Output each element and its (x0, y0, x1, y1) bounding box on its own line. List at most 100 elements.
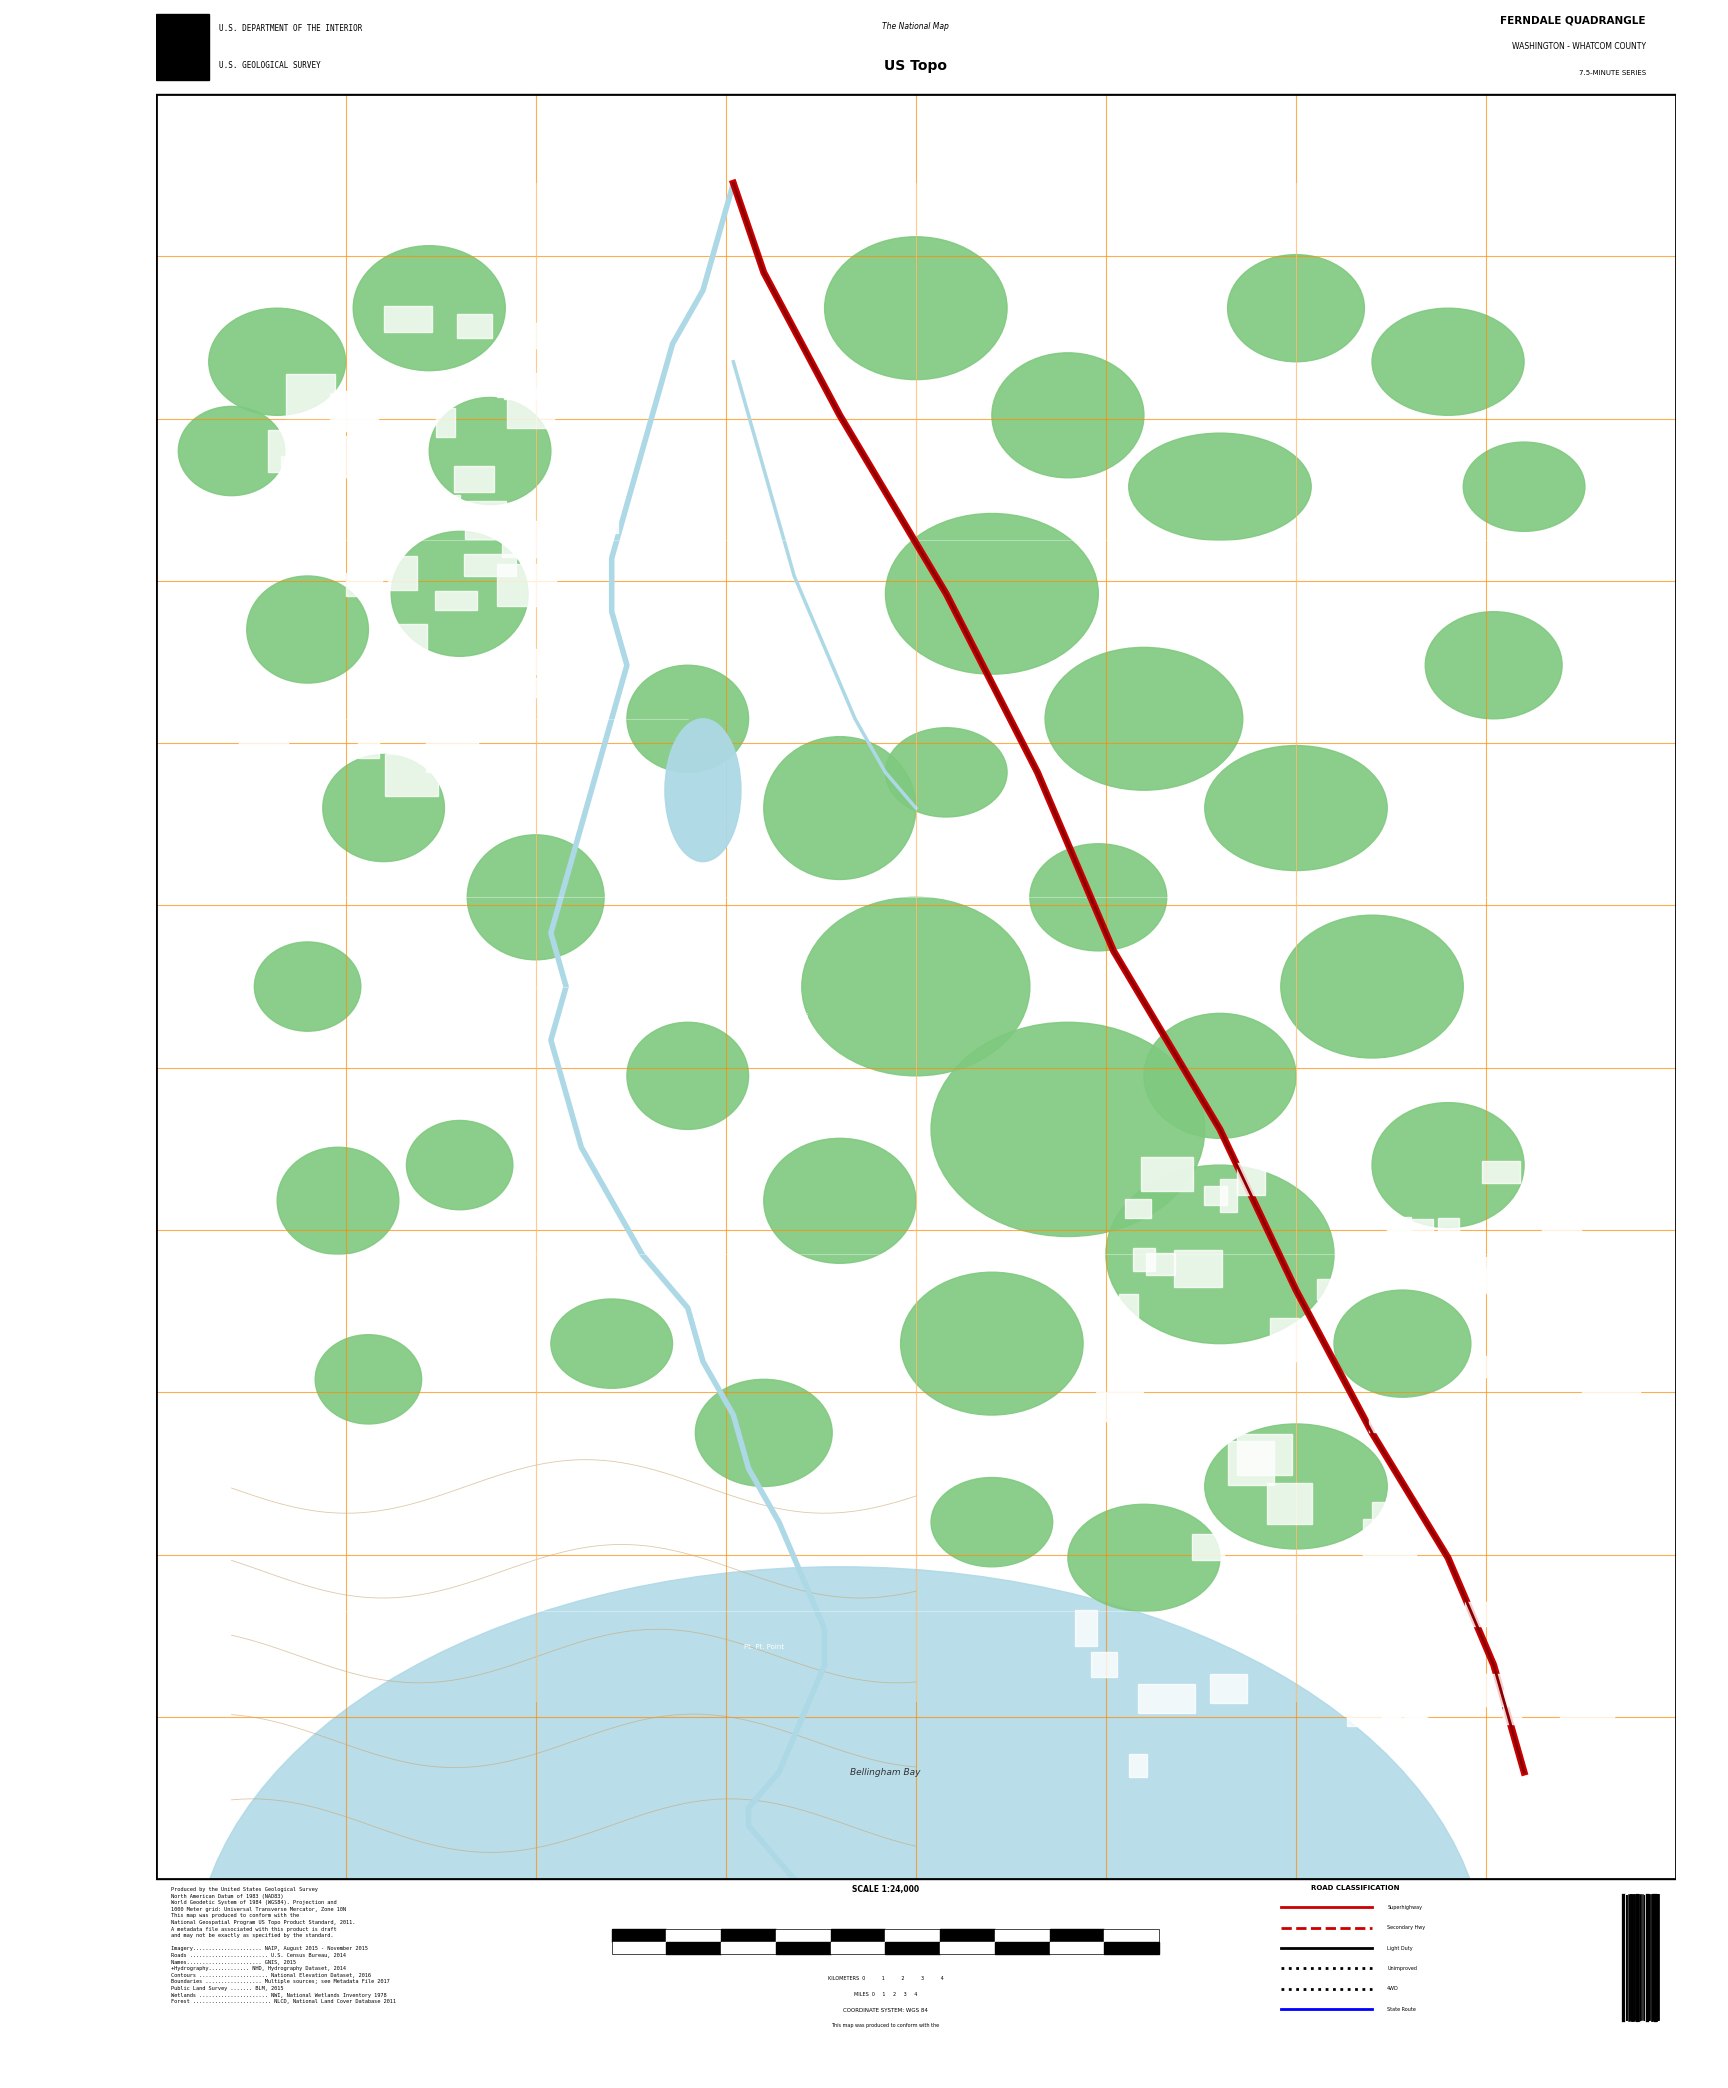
Ellipse shape (1204, 1424, 1388, 1549)
Text: ROAD CLASSIFICATION: ROAD CLASSIFICATION (1312, 1885, 1400, 1892)
Text: WASHINGTON - WHATCOM COUNTY: WASHINGTON - WHATCOM COUNTY (1512, 42, 1645, 52)
Text: Secondary Hwy: Secondary Hwy (1388, 1925, 1426, 1929)
Bar (1503, 1691, 1521, 1725)
Text: State Route: State Route (1388, 2007, 1417, 2011)
Bar (496, 564, 556, 606)
Text: BELLINGHAM: BELLINGHAM (1204, 1409, 1296, 1422)
FancyBboxPatch shape (995, 1929, 1049, 1942)
Ellipse shape (885, 729, 1007, 816)
Bar (1405, 1695, 1427, 1725)
FancyBboxPatch shape (612, 1942, 667, 1954)
FancyBboxPatch shape (885, 1929, 940, 1942)
Ellipse shape (1128, 432, 1312, 541)
Bar (470, 710, 494, 729)
Ellipse shape (1372, 1102, 1524, 1228)
Ellipse shape (551, 1299, 672, 1389)
FancyBboxPatch shape (831, 1929, 885, 1942)
FancyBboxPatch shape (1049, 1929, 1104, 1942)
Text: Unimproved: Unimproved (1388, 1967, 1417, 1971)
Bar (1483, 1675, 1522, 1706)
Bar (1590, 1253, 1640, 1288)
Bar (1118, 1295, 1137, 1336)
FancyBboxPatch shape (1049, 1942, 1104, 1954)
Bar (567, 512, 617, 532)
FancyBboxPatch shape (721, 1929, 776, 1942)
Ellipse shape (406, 1121, 513, 1209)
Ellipse shape (194, 1566, 1486, 2088)
FancyBboxPatch shape (831, 1942, 885, 1954)
Ellipse shape (1227, 255, 1365, 361)
FancyBboxPatch shape (885, 1942, 940, 1954)
Bar (1388, 1217, 1412, 1244)
Ellipse shape (1106, 1165, 1334, 1345)
Ellipse shape (353, 246, 505, 372)
Text: Larsetta
Lakewood: Larsetta Lakewood (804, 1280, 845, 1299)
Bar (1391, 1219, 1433, 1249)
Bar (1237, 1434, 1293, 1474)
Ellipse shape (1372, 309, 1524, 416)
Bar (276, 507, 309, 551)
Bar (242, 530, 268, 560)
Text: USGS: USGS (159, 42, 181, 52)
Ellipse shape (1204, 745, 1388, 871)
Bar (1509, 1259, 1534, 1292)
Bar (1405, 1587, 1453, 1610)
Bar (503, 520, 556, 557)
Bar (1299, 1132, 1355, 1169)
Bar (385, 754, 437, 796)
Ellipse shape (1334, 1290, 1471, 1397)
Ellipse shape (802, 898, 1030, 1075)
Ellipse shape (824, 236, 1007, 380)
Bar (550, 365, 577, 409)
Bar (1310, 1597, 1336, 1635)
Text: KILOMETERS  0           1           2           3           4: KILOMETERS 0 1 2 3 4 (828, 1975, 943, 1982)
Ellipse shape (276, 1146, 399, 1255)
Text: MILES  0     1     2     3     4: MILES 0 1 2 3 4 (854, 1992, 918, 1996)
Ellipse shape (178, 407, 285, 495)
Ellipse shape (764, 1138, 916, 1263)
Bar (397, 624, 427, 656)
FancyBboxPatch shape (721, 1942, 776, 1954)
Bar (346, 574, 382, 597)
Bar (268, 430, 290, 472)
Ellipse shape (1030, 844, 1166, 950)
Ellipse shape (314, 1334, 422, 1424)
Bar (1175, 1251, 1222, 1288)
Ellipse shape (665, 718, 741, 862)
Text: 7.5-MINUTE SERIES: 7.5-MINUTE SERIES (1579, 71, 1645, 77)
Ellipse shape (429, 397, 551, 505)
Text: 4WD: 4WD (1388, 1986, 1400, 1992)
Bar (1465, 1601, 1524, 1627)
Bar (1484, 1270, 1543, 1292)
Bar (1146, 1253, 1175, 1274)
Ellipse shape (254, 942, 361, 1031)
Text: U.S. DEPARTMENT OF THE INTERIOR: U.S. DEPARTMENT OF THE INTERIOR (219, 23, 363, 33)
Bar (1372, 1501, 1389, 1531)
Bar (1369, 1401, 1405, 1432)
Bar (1237, 1163, 1265, 1194)
Ellipse shape (467, 835, 605, 960)
FancyBboxPatch shape (940, 1942, 995, 1954)
Ellipse shape (247, 576, 368, 683)
Text: This map was produced to conform with the: This map was produced to conform with th… (831, 2023, 940, 2027)
Bar (1363, 1518, 1417, 1558)
Ellipse shape (1426, 612, 1562, 718)
Bar (392, 461, 413, 482)
Text: Lummi
Flats: Lummi Flats (779, 1013, 809, 1031)
Bar (1137, 1685, 1196, 1712)
Bar (1474, 1257, 1512, 1290)
Bar (612, 1929, 1159, 1954)
Bar (463, 553, 517, 576)
Bar (1192, 1535, 1223, 1560)
Bar (384, 307, 432, 332)
Text: Produced by the United States Geological Survey
North American Datum of 1983 (NA: Produced by the United States Geological… (171, 1888, 396, 2004)
Bar (506, 390, 555, 428)
Text: Superhighway: Superhighway (1388, 1904, 1422, 1911)
Bar (1267, 1482, 1312, 1524)
Bar (1096, 1393, 1142, 1420)
FancyBboxPatch shape (776, 1929, 831, 1942)
Text: FERNDALE QUADRANGLE: FERNDALE QUADRANGLE (1500, 17, 1645, 25)
FancyBboxPatch shape (1104, 1942, 1159, 1954)
Ellipse shape (391, 530, 529, 656)
Bar (1130, 1754, 1147, 1777)
